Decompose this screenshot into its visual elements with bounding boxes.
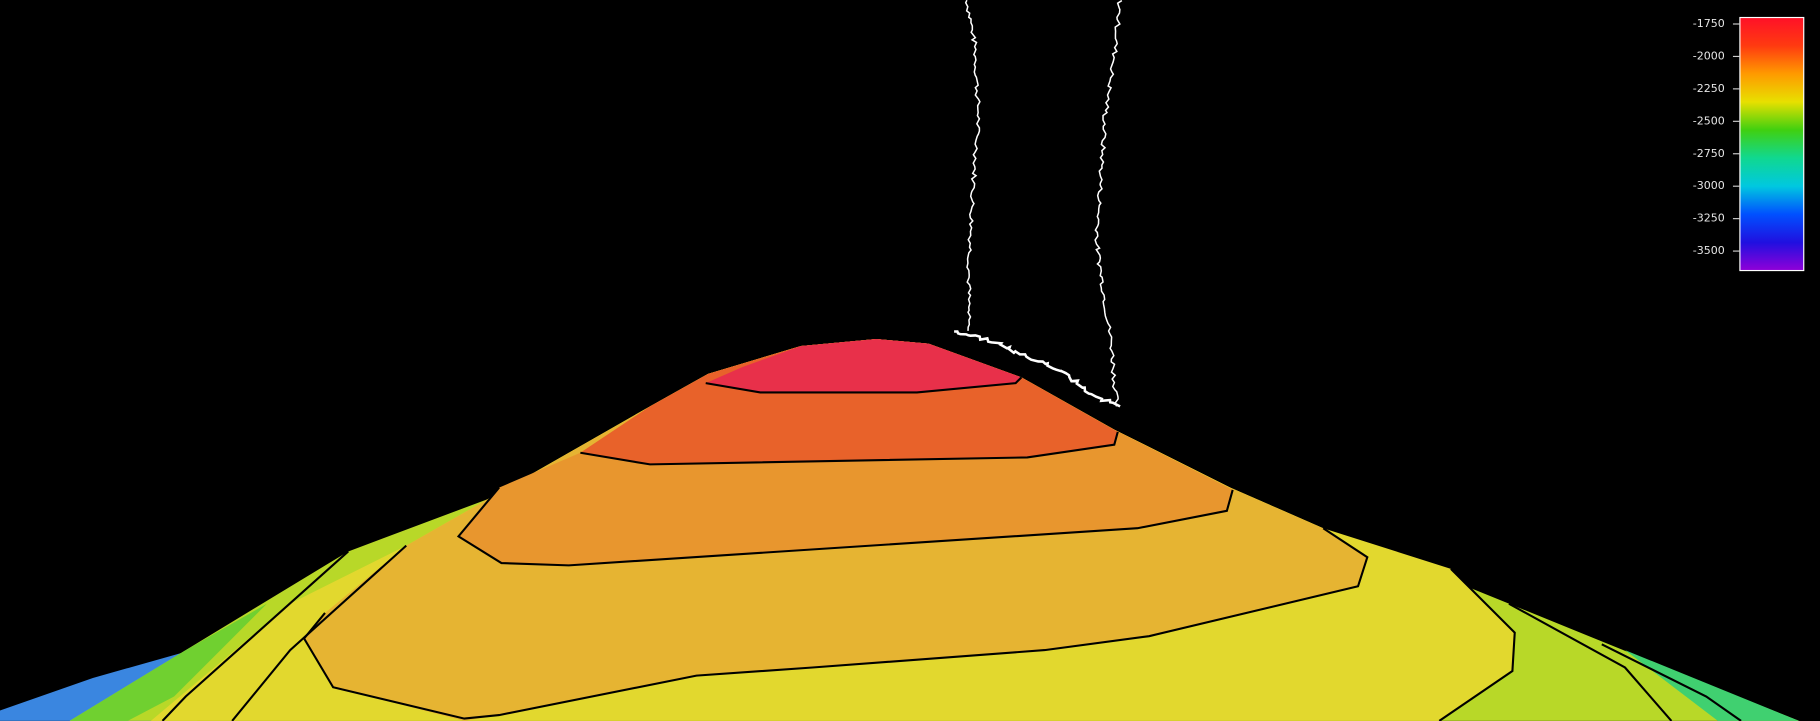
contour-line [1508,602,1673,721]
colorbar-tick-label: -2500 [1693,114,1725,127]
colorbar-tick-label: -2750 [1693,147,1725,160]
survey-traces [954,0,1123,408]
contour-line [161,550,349,721]
colorbar-tick-label: -2250 [1693,82,1725,95]
colorbar-tick-label: -3250 [1693,212,1725,225]
colorbar: -1750 -2000 -2250 -2500 -2750 -3000 -3250 -3500 [1693,16,1805,272]
contour-line [231,544,407,721]
colorbar-tick-label: -3000 [1693,179,1725,192]
contour-line [1438,568,1516,721]
survey-trace [1094,0,1123,407]
terrain-green-right [1625,650,1800,721]
survey-trace [954,330,1121,408]
contour-line [580,431,1119,466]
contour-line [456,486,1234,567]
terrain [0,339,1800,721]
colorbar-tick-label: -1750 [1693,17,1725,30]
survey-trace [964,0,981,331]
colorbar-tick-label: -3500 [1693,244,1725,257]
terrain-peak [705,339,1022,393]
colorbar-scale [1739,16,1805,272]
contour-line [302,527,1369,720]
contours [161,376,1742,721]
colorbar-tick-label: -2000 [1693,49,1725,62]
terrain-green-left [69,603,267,721]
contour-line [705,376,1023,394]
contour-line [1601,643,1742,721]
